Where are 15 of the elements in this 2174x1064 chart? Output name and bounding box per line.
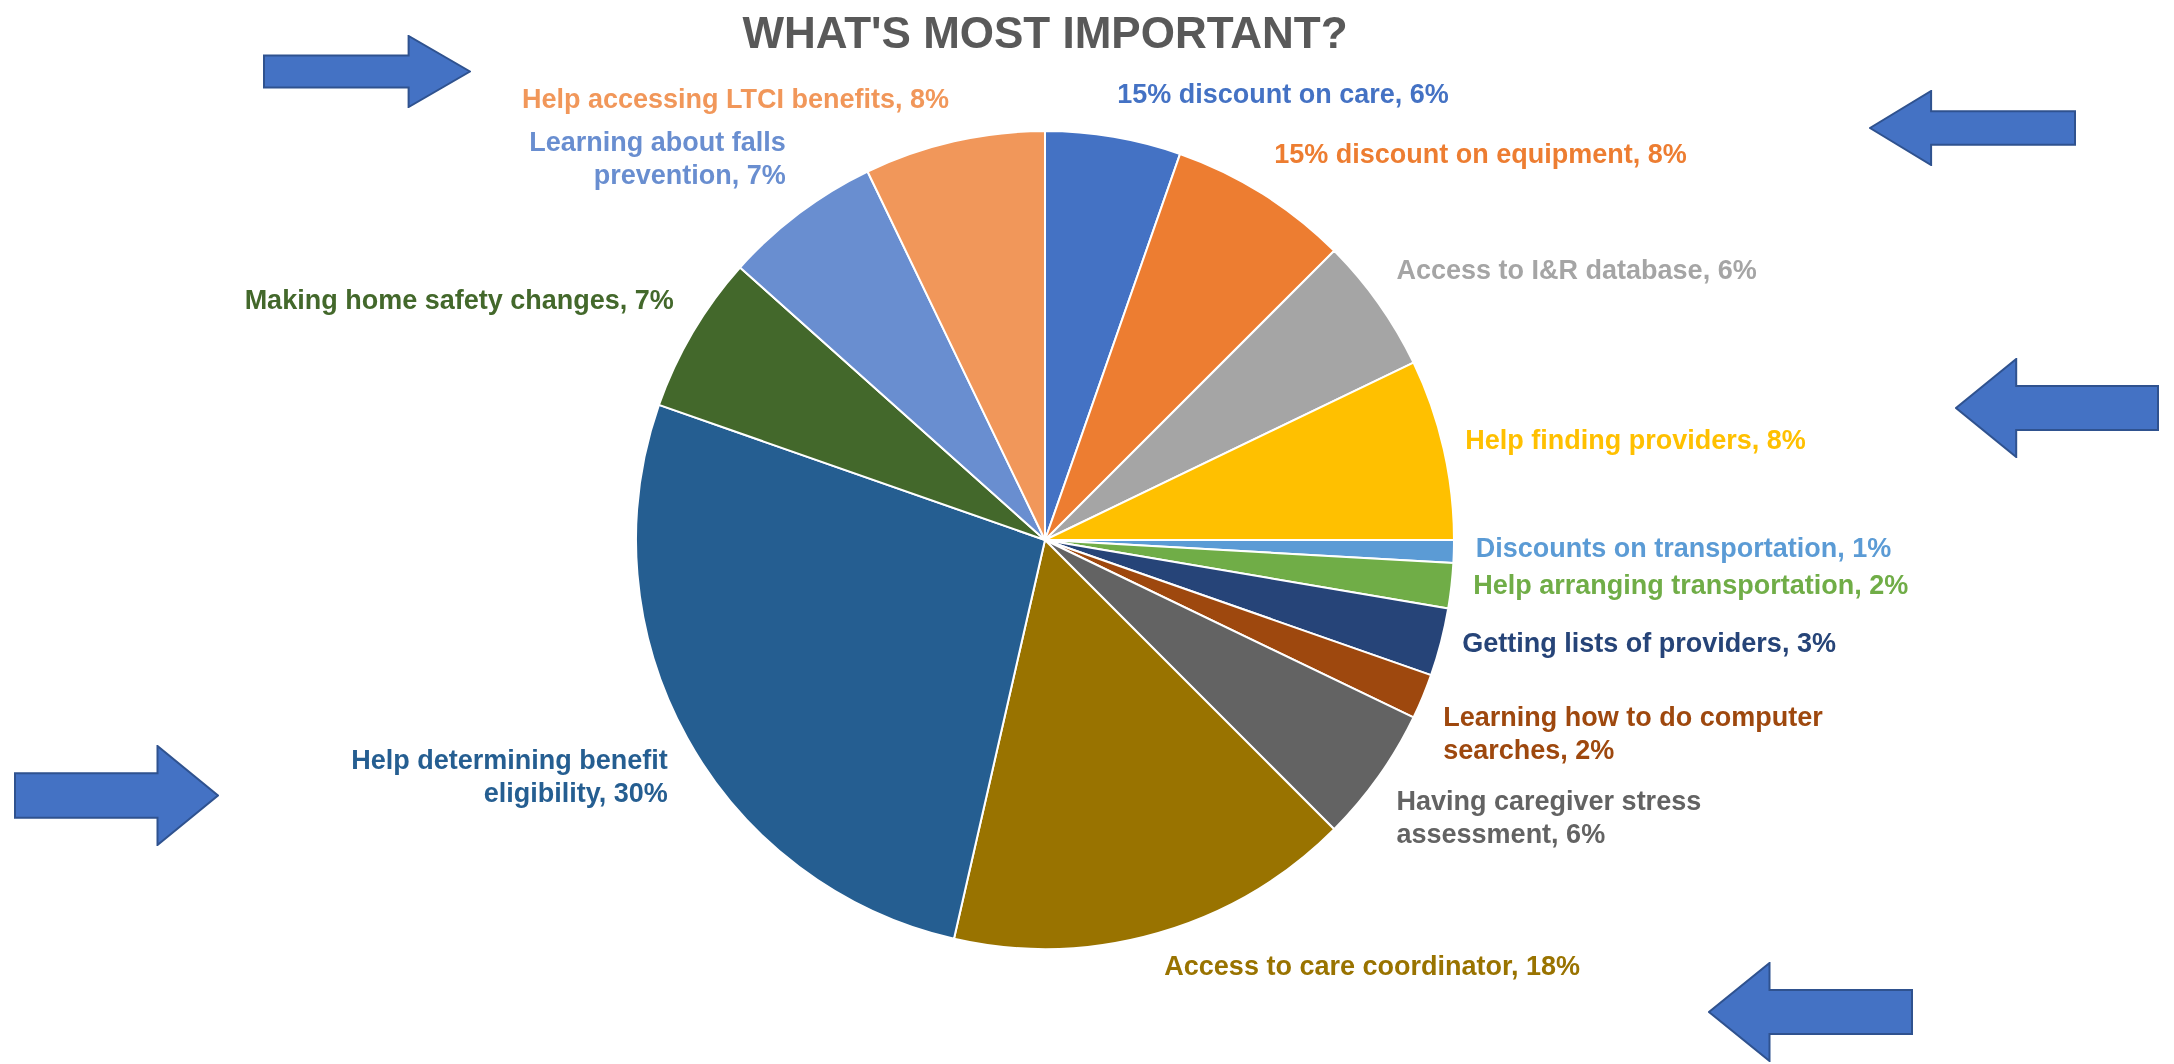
slice-label: 15% discount on care, 6% — [1117, 79, 1449, 110]
slice-label: Help finding providers, 8% — [1465, 424, 1806, 455]
slice-label: Help arranging transportation, 2% — [1473, 569, 1909, 600]
slice-label: 15% discount on equipment, 8% — [1274, 139, 1687, 170]
slice-label: Learning about falls prevention, 7% — [529, 126, 786, 190]
slice-label: Access to care coordinator, 18% — [1164, 951, 1580, 982]
slice-label: Help accessing LTCI benefits, 8% — [521, 83, 950, 114]
slice-label: Access to I&R database, 6% — [1396, 254, 1757, 285]
slice-label: Discounts on transportation, 1% — [1475, 532, 1892, 563]
slice-label: Learning how to do computer searches, 2% — [1443, 701, 1824, 765]
slice-label: Getting lists of providers, 3% — [1462, 628, 1836, 659]
slice-label: Having caregiver stress assessment, 6% — [1396, 786, 1702, 850]
chart-title: WHAT'S MOST IMPORTANT? — [742, 8, 1348, 58]
slice-label: Help determining benefit eligibility, 30% — [351, 745, 668, 809]
slice-label: Making home safety changes, 7% — [244, 284, 674, 315]
